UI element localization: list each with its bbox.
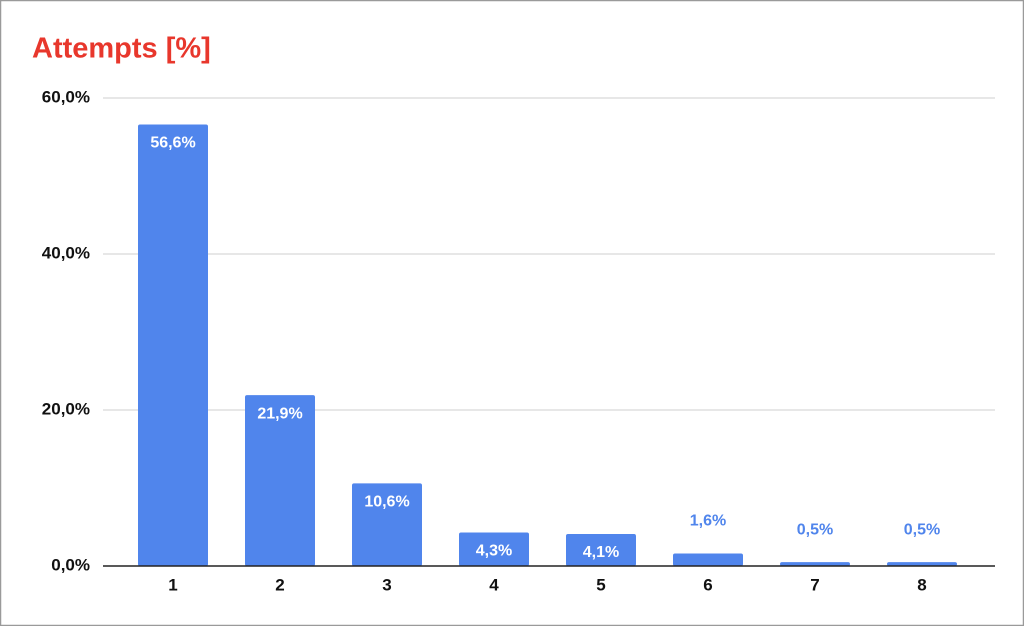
bar: [673, 553, 743, 566]
bar: [780, 562, 850, 566]
bar: [887, 562, 957, 566]
x-tick-label: 6: [703, 575, 712, 594]
data-label: 21,9%: [257, 405, 302, 422]
y-tick-label: 0,0%: [51, 555, 90, 574]
bar: [138, 124, 208, 567]
y-tick-label: 20,0%: [42, 399, 90, 418]
y-tick-label: 60,0%: [42, 87, 90, 106]
bar: [566, 534, 636, 566]
data-label: 56,6%: [150, 135, 195, 152]
chart-title: Attempts [%]: [32, 33, 211, 65]
data-label: 0,5%: [797, 521, 833, 538]
data-label: 4,1%: [583, 544, 619, 561]
x-tick-label: 3: [382, 575, 391, 594]
bar: [245, 395, 315, 566]
x-tick-label: 1: [168, 575, 177, 594]
x-tick-label: 2: [275, 575, 284, 594]
x-tick-label: 4: [489, 575, 499, 594]
bar: [459, 532, 529, 566]
x-tick-label: 7: [810, 575, 819, 594]
data-label: 0,5%: [904, 521, 940, 538]
bar: [352, 483, 422, 566]
data-label: 4,3%: [476, 543, 512, 560]
data-label: 10,6%: [364, 494, 409, 511]
data-label: 1,6%: [690, 513, 726, 530]
x-tick-label: 5: [596, 575, 605, 594]
x-tick-label: 8: [917, 575, 926, 594]
y-tick-label: 40,0%: [42, 243, 90, 262]
